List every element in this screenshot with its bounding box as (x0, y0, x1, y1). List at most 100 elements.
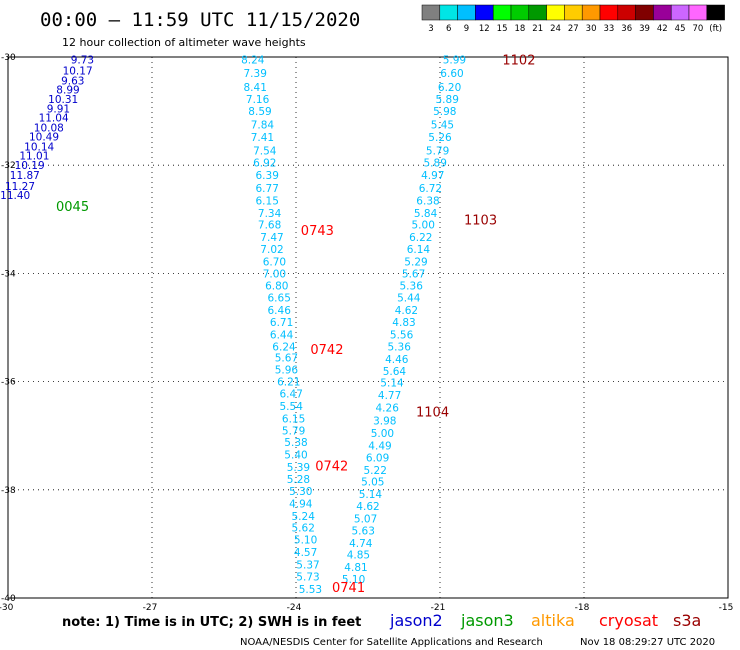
satellite-legend: jason2 jason3 altika cryosat s3a (389, 611, 701, 630)
wave-height-point: 8.99 (56, 84, 79, 96)
y-tick-label: -32 (1, 161, 16, 171)
wave-height-point: 6.39 (256, 170, 279, 182)
wave-height-point: 5.44 (397, 293, 421, 305)
legend-entry-jason2: jason2 (389, 611, 443, 630)
footer-credit: NOAA/NESDIS Center for Satellite Applica… (240, 637, 543, 648)
color-scale-label: 33 (603, 24, 614, 34)
pass-time-label: 0741 (332, 581, 365, 596)
wave-height-point: 4.77 (378, 390, 401, 402)
wave-height-point: 5.73 (296, 571, 319, 583)
wave-height-point: 5.14 (380, 378, 404, 390)
wave-height-point: 5.22 (364, 465, 387, 477)
color-scale-label: 36 (621, 24, 632, 34)
y-tick-label: -34 (1, 269, 16, 279)
x-axis-ticks: -30 -27 -24 -21 -18 -15 (0, 603, 733, 613)
x-tick-label: -27 (143, 603, 158, 613)
wave-height-point: 4.46 (385, 354, 409, 366)
wave-height-point: 6.71 (270, 317, 293, 329)
pass-time-label: 0045 (56, 200, 89, 215)
wave-height-point: 6.21 (277, 377, 300, 389)
x-tick-label: -21 (431, 603, 446, 613)
color-scale-swatch (421, 4, 441, 21)
color-scale-swatch (617, 4, 636, 21)
wave-height-point: 8.24 (241, 55, 265, 67)
wave-height-point: 5.24 (292, 511, 316, 523)
wave-height-point: 5.10 (294, 535, 317, 547)
wave-height-point: 11.01 (19, 150, 49, 162)
color-scale-label: 42 (657, 24, 668, 34)
wave-height-point: 5.53 (299, 584, 322, 596)
wave-height-point: 5.28 (287, 474, 310, 486)
wave-height-point: 9.73 (71, 55, 94, 67)
wave-height-point: 7.16 (246, 94, 270, 106)
wave-height-point: 10.17 (63, 66, 93, 78)
wave-height-point: 11.40 (0, 190, 30, 202)
pass-time-label: 0742 (315, 459, 348, 474)
wave-height-point: 6.60 (440, 68, 463, 80)
color-scale-label: 45 (675, 24, 686, 34)
wave-height-point: 6.09 (366, 452, 389, 464)
color-scale-label: 39 (639, 24, 650, 34)
wave-height-point: 6.15 (282, 413, 305, 425)
wave-height-point: 5.67 (275, 352, 298, 364)
wave-height-point: 6.92 (253, 157, 276, 169)
wave-height-point: 6.14 (407, 244, 431, 256)
wave-height-point: 6.15 (256, 195, 279, 207)
wave-height-point: 5.54 (280, 401, 304, 413)
wave-height-point: 5.99 (443, 55, 466, 67)
color-scale-swatch (670, 4, 690, 21)
x-tick-label: -18 (575, 603, 590, 613)
pass-time-label: 0743 (301, 224, 334, 239)
wave-height-point: 6.72 (419, 183, 442, 195)
color-scale-swatch (564, 4, 583, 21)
color-scale-swatch (581, 4, 601, 21)
wave-height-point: 5.64 (383, 366, 407, 378)
wave-height-point: 5.07 (354, 513, 377, 525)
color-scale-label: 70 (692, 24, 703, 34)
wave-height-point: 4.57 (294, 547, 317, 559)
footer-timestamp: Nov 18 08:29:27 UTC 2020 (580, 637, 715, 648)
color-scale-label: 18 (514, 24, 525, 34)
wave-height-point: 6.38 (416, 195, 439, 207)
wave-height-point: 5.29 (404, 256, 427, 268)
color-scale-label: 12 (479, 24, 490, 34)
wave-height-point: 11.27 (5, 181, 35, 193)
wave-height-point: 5.05 (361, 477, 384, 489)
color-scale-swatch (457, 4, 476, 21)
wave-height-point: 5.62 (292, 523, 315, 535)
chart-subtitle: 12 hour collection of altimeter wave hei… (62, 36, 306, 49)
wave-height-point: 6.24 (272, 341, 296, 353)
wave-height-point: 5.36 (400, 280, 424, 292)
wave-height-point: 5.40 (284, 450, 307, 462)
y-axis-ticks: -30 -32 -34 -36 -38 -40 (1, 53, 16, 604)
wave-height-point: 7.54 (253, 146, 277, 158)
wave-height-point: 7.68 (258, 220, 281, 232)
legend-entry-s3a: s3a (673, 611, 701, 630)
color-scale-swatch (688, 4, 708, 21)
color-scale-label: 3 (428, 24, 433, 34)
y-tick-label: -38 (1, 486, 16, 496)
wave-height-point: 5.38 (284, 437, 307, 449)
color-scale-label: 27 (568, 24, 579, 34)
pass-time-label: 1102 (502, 54, 535, 69)
wave-height-point: 11.87 (10, 170, 40, 182)
wave-height-point: 3.98 (373, 416, 396, 428)
color-scale-swatch (706, 4, 725, 21)
color-scale-swatch (653, 4, 672, 21)
wave-height-point: 5.89 (424, 157, 447, 169)
color-scale-label: 24 (550, 24, 561, 34)
legend-entry-jason3: jason3 (460, 611, 514, 630)
wave-height-point: 4.83 (392, 317, 415, 329)
x-tick-label: -24 (287, 603, 302, 613)
wave-height-point: 5.79 (426, 146, 449, 158)
wave-height-point: 10.14 (24, 141, 54, 153)
wave-height-point: 4.74 (349, 538, 373, 550)
pass-time-label: 1103 (464, 213, 497, 228)
wave-height-point: 5.14 (359, 489, 383, 501)
color-scale-swatch (492, 4, 512, 21)
wave-height-point: 4.97 (421, 170, 444, 182)
wave-height-point: 5.84 (414, 208, 438, 220)
wave-height-point: 7.47 (260, 232, 283, 244)
y-tick-label: -40 (1, 594, 16, 604)
